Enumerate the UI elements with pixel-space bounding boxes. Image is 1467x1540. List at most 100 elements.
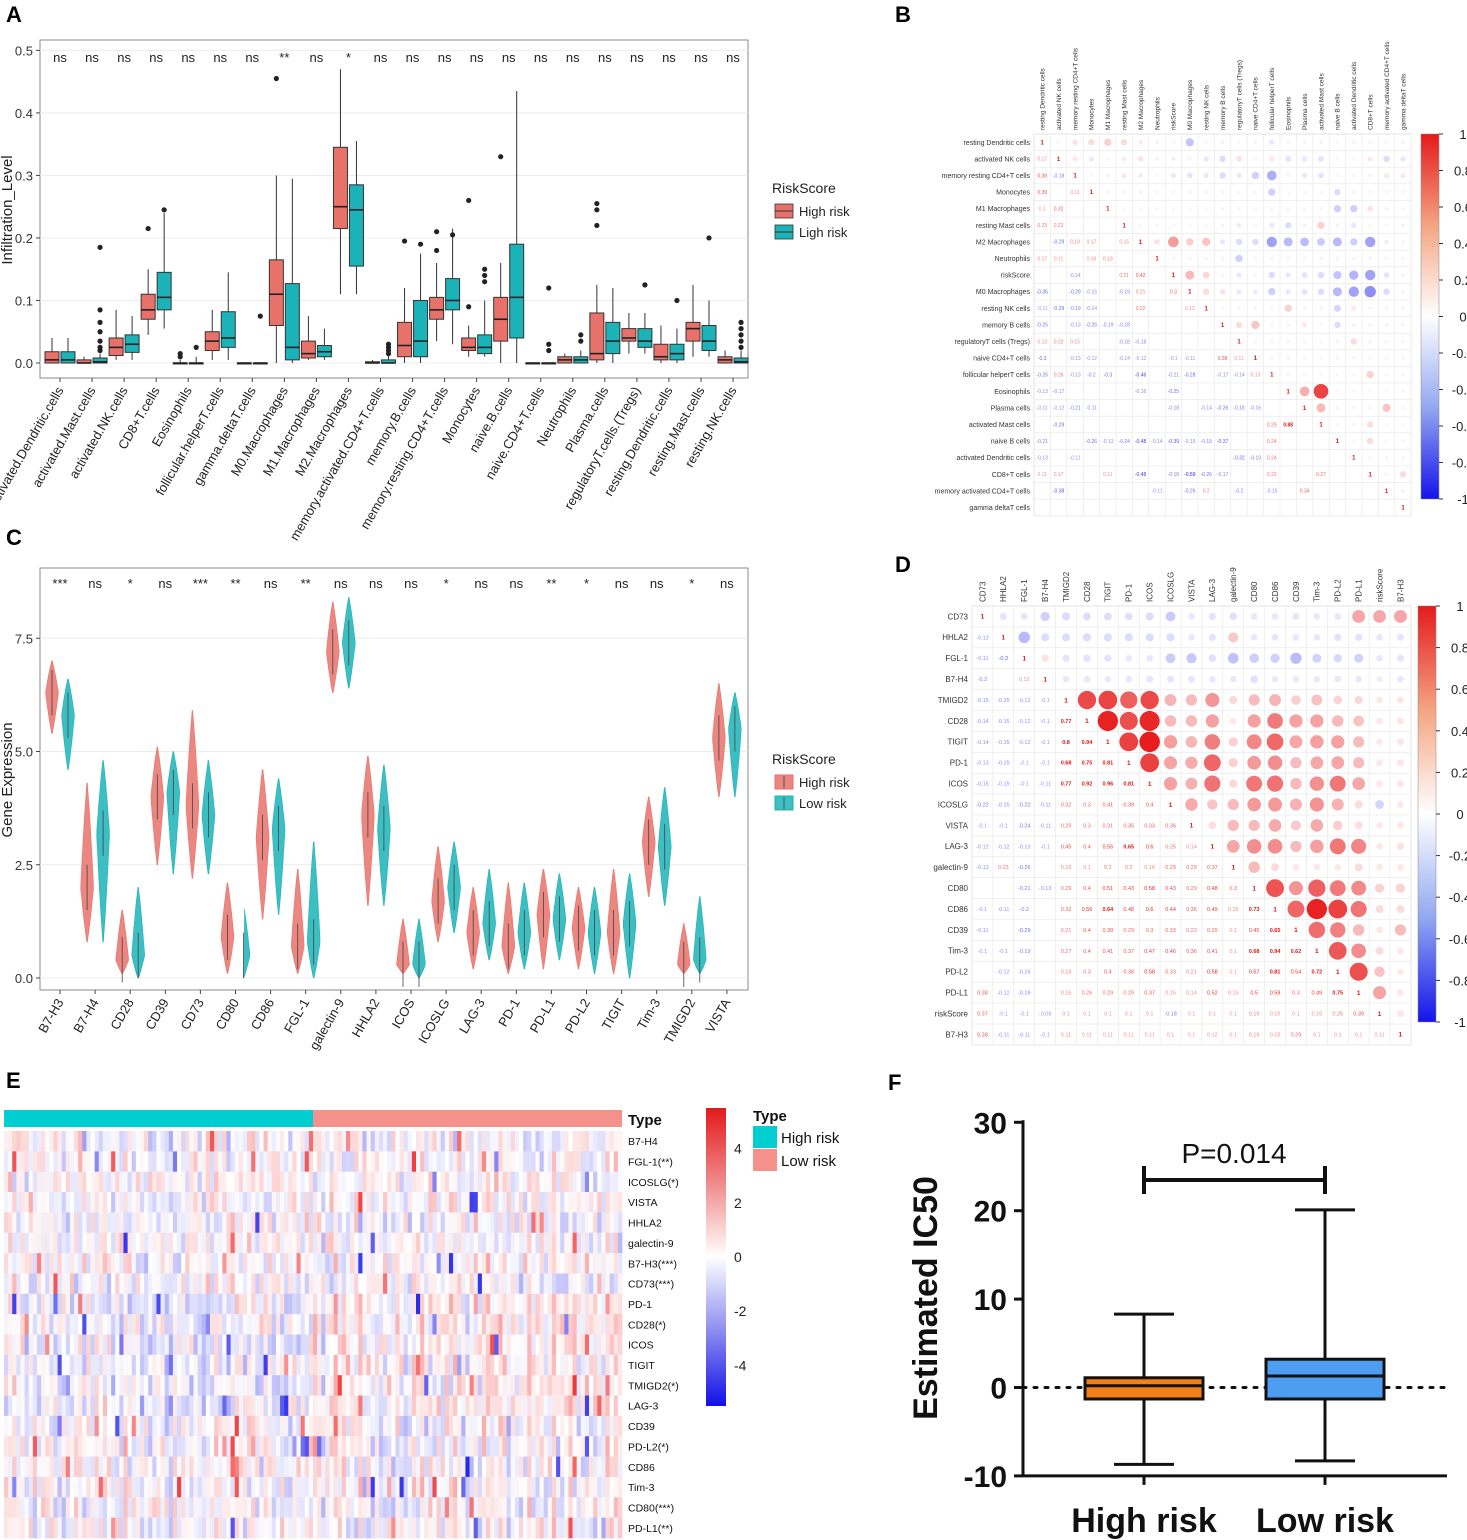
heatmap-cell bbox=[408, 1233, 413, 1254]
heatmap-cell bbox=[334, 1233, 339, 1254]
heatmap-cell bbox=[144, 1172, 149, 1193]
heatmap-cell bbox=[581, 1335, 586, 1356]
correlation-circle bbox=[1122, 157, 1127, 162]
correlation-circle bbox=[1352, 439, 1356, 443]
correlation-circle bbox=[1319, 323, 1323, 327]
correlation-circle bbox=[1286, 323, 1290, 327]
heatmap-cell bbox=[292, 1497, 297, 1518]
heatmap-cell bbox=[461, 1314, 466, 1335]
heatmap-cell bbox=[165, 1314, 170, 1335]
heatmap-cell bbox=[618, 1212, 623, 1233]
heatmap-cell bbox=[53, 1477, 58, 1498]
heatmap-cell bbox=[556, 1457, 561, 1478]
heatmap-cell bbox=[305, 1192, 310, 1213]
heatmap-cell bbox=[482, 1497, 487, 1518]
heatmap-cell bbox=[165, 1131, 170, 1152]
outlier-point bbox=[450, 232, 455, 237]
heatmap-cell bbox=[185, 1396, 190, 1417]
heatmap-cell bbox=[268, 1273, 273, 1294]
heatmap-cell bbox=[272, 1518, 277, 1539]
correlation-circle bbox=[1221, 190, 1225, 194]
correlation-circle bbox=[1401, 140, 1405, 144]
heatmap-cell bbox=[573, 1151, 578, 1172]
heatmap-cell bbox=[329, 1396, 334, 1417]
heatmap-cell bbox=[284, 1253, 289, 1274]
heatmap-cell bbox=[449, 1355, 454, 1376]
heatmap-cell bbox=[86, 1172, 91, 1193]
heatmap-cell bbox=[383, 1436, 388, 1457]
heatmap-cell bbox=[400, 1131, 405, 1152]
heatmap-cell bbox=[334, 1192, 339, 1213]
heatmap-cell bbox=[449, 1131, 454, 1152]
heatmap-cell bbox=[49, 1314, 54, 1335]
heatmap-cell bbox=[400, 1436, 405, 1457]
heatmap-cell bbox=[568, 1172, 573, 1193]
heatmap-cell bbox=[387, 1375, 392, 1396]
heatmap-cell bbox=[70, 1355, 75, 1376]
correlation-circle bbox=[1352, 423, 1356, 427]
heatmap-cell bbox=[465, 1355, 470, 1376]
heatmap-cell bbox=[486, 1375, 491, 1396]
heatmap-cell bbox=[185, 1375, 190, 1396]
heatmap-cell bbox=[416, 1131, 421, 1152]
heatmap-cell bbox=[334, 1416, 339, 1437]
heatmap-cell bbox=[329, 1436, 334, 1457]
heatmap-cell bbox=[177, 1477, 182, 1498]
heatmap-cell bbox=[259, 1233, 264, 1254]
heatmap-cell bbox=[12, 1518, 17, 1539]
heatmap-cell bbox=[383, 1273, 388, 1294]
heatmap-cell bbox=[218, 1497, 223, 1518]
heatmap-cell bbox=[601, 1131, 606, 1152]
heatmap-cell bbox=[156, 1172, 161, 1193]
heatmap-cell bbox=[383, 1294, 388, 1315]
heatmap-cell bbox=[58, 1497, 63, 1518]
heatmap-cell bbox=[144, 1151, 149, 1172]
heatmap-cell bbox=[404, 1436, 409, 1457]
heatmap-cell bbox=[255, 1457, 260, 1478]
heatmap-cell bbox=[70, 1416, 75, 1437]
heatmap-cell bbox=[123, 1416, 128, 1437]
heatmap-cell bbox=[272, 1457, 277, 1478]
heatmap-cell bbox=[189, 1151, 194, 1172]
heatmap-cell bbox=[424, 1314, 429, 1335]
heatmap-cell bbox=[420, 1436, 425, 1457]
row-label: CD39 bbox=[948, 926, 969, 935]
heatmap-cell bbox=[12, 1151, 17, 1172]
heatmap-cell bbox=[239, 1416, 244, 1437]
heatmap-cell bbox=[206, 1396, 211, 1417]
correlation-circle bbox=[1219, 156, 1225, 162]
heatmap-cell bbox=[82, 1436, 87, 1457]
heatmap-cell bbox=[82, 1212, 87, 1233]
heatmap-cell bbox=[173, 1518, 178, 1539]
heatmap-cell bbox=[564, 1233, 569, 1254]
box-body bbox=[510, 244, 524, 338]
heatmap-cell bbox=[556, 1253, 561, 1274]
correlation-value: 0.81 bbox=[1123, 782, 1134, 788]
correlation-circle bbox=[1334, 189, 1340, 195]
heatmap-cell bbox=[62, 1477, 67, 1498]
heatmap-cell bbox=[259, 1192, 264, 1213]
heatmap-cell bbox=[226, 1273, 231, 1294]
heatmap-cell bbox=[123, 1375, 128, 1396]
heatmap-cell bbox=[128, 1518, 133, 1539]
heatmap-cell bbox=[74, 1355, 79, 1376]
heatmap-cell bbox=[173, 1273, 178, 1294]
heatmap-cell bbox=[202, 1273, 207, 1294]
heatmap-cell bbox=[91, 1151, 96, 1172]
heatmap-cell bbox=[486, 1233, 491, 1254]
panelD-colorbar-tick-label: -0.6 bbox=[1449, 932, 1467, 947]
heatmap-cell bbox=[231, 1457, 236, 1478]
correlation-circle bbox=[1204, 257, 1208, 261]
heatmap-cell bbox=[577, 1477, 582, 1498]
heatmap-cell bbox=[12, 1273, 17, 1294]
correlation-value: -0.29 bbox=[1069, 289, 1081, 295]
correlation-value: -0.15 bbox=[997, 698, 1010, 704]
heatmap-cell bbox=[99, 1355, 104, 1376]
heatmap-cell bbox=[461, 1192, 466, 1213]
heatmap-cell bbox=[268, 1253, 273, 1274]
correlation-circle bbox=[1286, 356, 1290, 360]
heatmap-cell bbox=[325, 1233, 330, 1254]
heatmap-cell bbox=[589, 1151, 594, 1172]
panel-letter-e: E bbox=[6, 1068, 21, 1093]
heatmap-cell bbox=[103, 1314, 108, 1335]
